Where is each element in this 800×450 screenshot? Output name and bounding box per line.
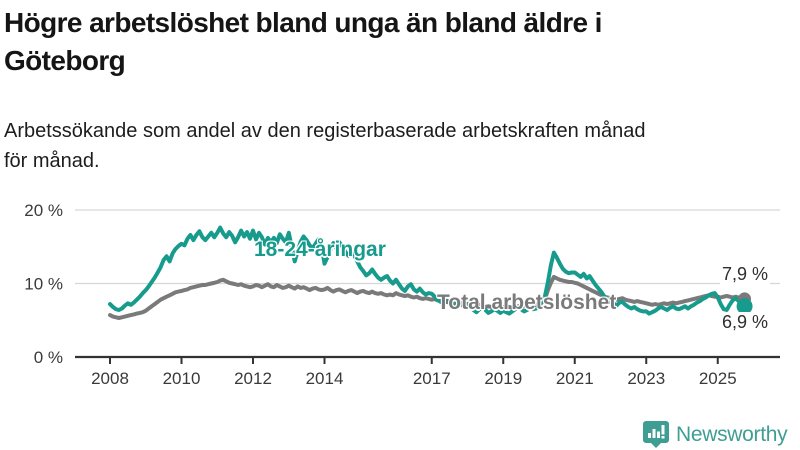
x-axis-labels: 2008 2010 2012 2014 2017 2019 2021 2023 2025 bbox=[91, 369, 737, 388]
chart-subtitle: Arbetssökande som andel av den registerb… bbox=[4, 116, 796, 176]
svg-text:2019: 2019 bbox=[484, 369, 522, 388]
svg-text:2012: 2012 bbox=[234, 369, 272, 388]
svg-text:2025: 2025 bbox=[699, 369, 737, 388]
title-line-1: Högre arbetslöshet bland unga än bland ä… bbox=[4, 7, 602, 38]
title-line-2: Göteborg bbox=[4, 45, 126, 76]
svg-text:2008: 2008 bbox=[91, 369, 129, 388]
x-axis bbox=[75, 355, 780, 364]
svg-text:2023: 2023 bbox=[627, 369, 665, 388]
svg-text:2014: 2014 bbox=[306, 369, 344, 388]
subtitle-line-2: för månad. bbox=[4, 150, 100, 172]
svg-text:2010: 2010 bbox=[163, 369, 201, 388]
svg-text:2021: 2021 bbox=[556, 369, 594, 388]
svg-text:10 %: 10 % bbox=[24, 275, 63, 294]
series-lines bbox=[108, 225, 747, 320]
end-value-label-total: 7,9 % bbox=[720, 264, 771, 285]
line-young bbox=[108, 225, 747, 316]
series-label-young: 18-24-åringar bbox=[254, 238, 386, 261]
newsworthy-logo[interactable]: Newsworthy bbox=[643, 421, 788, 448]
line-total bbox=[108, 274, 747, 320]
newsworthy-wordmark: Newsworthy bbox=[676, 422, 788, 446]
svg-text:0 %: 0 % bbox=[34, 348, 63, 367]
svg-text:20 %: 20 % bbox=[24, 201, 63, 220]
subtitle-line-1: Arbetssökande som andel av den registerb… bbox=[4, 120, 646, 142]
series-end-markers bbox=[736, 292, 753, 315]
page-title: Högre arbetslöshet bland unga än bland ä… bbox=[4, 4, 796, 80]
series-label-total: Total arbetslöshet bbox=[437, 291, 617, 314]
end-dot-young bbox=[736, 298, 753, 315]
end-value-label-young: 6,9 % bbox=[720, 312, 771, 333]
svg-text:2017: 2017 bbox=[413, 369, 451, 388]
gridlines bbox=[75, 209, 780, 285]
y-axis-labels: 20 % 10 % 0 % bbox=[24, 201, 63, 367]
newsworthy-bar-chart-pin-icon bbox=[643, 421, 669, 448]
